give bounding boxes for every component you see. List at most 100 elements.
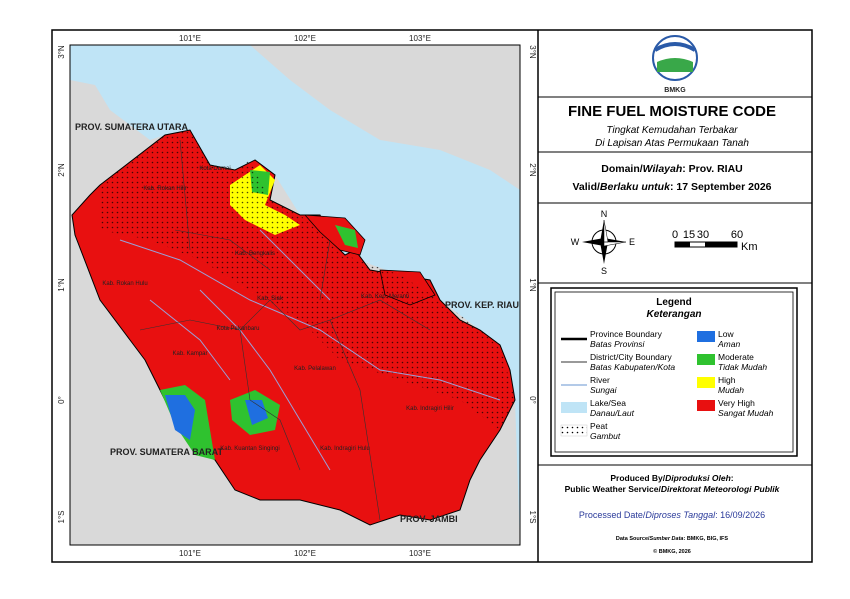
compass-label: W	[571, 237, 580, 247]
valid: Valid/Berlaku untuk: 17 September 2026	[572, 181, 771, 193]
regency-label: Kab. Bengkalis	[235, 251, 275, 257]
compass-label: S	[601, 266, 607, 276]
lon-label: 103°E	[409, 34, 431, 43]
legend-label: River	[590, 375, 610, 385]
legend-label: Province Boundary	[590, 329, 663, 339]
scale-label: 15	[683, 229, 695, 241]
text: Public Weather Service/	[565, 484, 662, 494]
region-label: PROV. JAMBI	[400, 514, 458, 524]
moderate-area	[250, 170, 358, 248]
region-label: PROV. SUMATERA UTARA	[75, 122, 189, 132]
produced: Produced By/Diproduksi Oleh:	[610, 473, 733, 483]
legend-label: Batas Kabupaten/Kota	[590, 362, 675, 372]
lat-labels: 3°N 2°N 1°N 0° 1°S 3°N 2°N 1°N 0° 1°S	[57, 45, 537, 523]
panel: BMKG FINE FUEL MOISTURE CODE Tingkat Kem…	[538, 35, 812, 555]
lat-label: 1°S	[57, 511, 66, 524]
legend-label: Gambut	[590, 431, 621, 441]
regency-label: Kab. Kep. Meranti	[361, 294, 409, 300]
text: : Prov. RIAU	[682, 163, 742, 175]
regency-labels: Kab. Rokan Hilir Kota Dumai Kab. Bengkal…	[102, 166, 454, 452]
legend-subtitle: Keterangan	[646, 309, 701, 320]
source: Data Source/Sumber Data: BMKG, BIG, IFS	[616, 536, 729, 542]
text: Sumber Data	[650, 536, 684, 542]
lat-label: 1°N	[57, 278, 66, 292]
region-label-text: PROV. SUMATERA UTARA	[75, 122, 189, 132]
text: Diproses Tanggal	[645, 510, 716, 520]
text: :	[731, 473, 734, 483]
regency-label: Kab. Indragiri Hilir	[406, 406, 454, 412]
regency-label: Kota Pekanbaru	[216, 326, 259, 332]
copyright: © BMKG, 2026	[653, 548, 691, 555]
text: : 16/09/2026	[715, 510, 765, 520]
scale-label: 30	[697, 229, 709, 241]
text: Domain/	[601, 163, 643, 175]
legend-frame	[554, 291, 794, 453]
logo-text: BMKG	[664, 87, 686, 94]
legend-label: Mudah	[718, 385, 744, 395]
lon-label: 101°E	[179, 549, 201, 558]
legend-label: Lake/Sea	[590, 398, 626, 408]
panel-title: FINE FUEL MOISTURE CODE	[568, 103, 776, 120]
region-label: PROV. SUMATERA BARAT	[110, 447, 224, 457]
region-label: PROV. KEP. RIAU	[445, 300, 519, 310]
lat-label: 2°N	[57, 163, 66, 177]
lon-label: 102°E	[294, 549, 316, 558]
legend-label: Sungai	[590, 385, 618, 395]
map-frame	[69, 44, 521, 546]
text: Valid/	[572, 181, 600, 193]
low-area	[165, 395, 268, 440]
text: Data Source/	[616, 536, 650, 542]
regency-label: Kab. Indragiri Hulu	[320, 446, 370, 452]
legend-label: Peat	[590, 421, 608, 431]
legend-label: Very High	[718, 398, 755, 408]
map: Kab. Rokan Hilir Kota Dumai Kab. Bengkal…	[70, 45, 520, 545]
text: : BMKG, BIG, IFS	[683, 536, 728, 542]
lat-label: 1°S	[528, 511, 537, 524]
land-malaysia	[250, 45, 520, 190]
regency-label: Kab. Siak	[257, 296, 284, 302]
legend-label: Low	[718, 329, 734, 339]
scale-bar: 0 15 30 60 Km	[672, 229, 758, 253]
lon-label: 103°E	[409, 549, 431, 558]
lat-label: 0°	[57, 396, 66, 404]
legend-symbol	[560, 424, 588, 437]
processed: Processed Date/Diproses Tanggal: 16/09/2…	[579, 510, 765, 520]
legend-swatch	[697, 354, 715, 365]
legend-label: Batas Provinsi	[590, 339, 645, 349]
regency-label: Kab. Kuantan Singingi	[220, 446, 279, 452]
subtitle: Di Lapisan Atas Permukaan Tanah	[595, 138, 749, 149]
regency-label: Kab. Kampar	[172, 351, 207, 357]
text: Produced By/	[610, 473, 665, 483]
lat-label: 2°N	[528, 163, 537, 177]
district-boundaries	[139, 139, 431, 521]
text: Processed Date/	[579, 510, 646, 520]
scale-label: 0	[672, 229, 678, 241]
legend-frame	[550, 287, 798, 457]
regency-label: Kab. Rokan Hulu	[102, 281, 147, 287]
text: Diproduksi Oleh	[665, 473, 731, 483]
peat-area	[100, 130, 515, 430]
lat-label: 3°N	[528, 45, 537, 59]
legend-label: Moderate	[718, 352, 754, 362]
regency-label: Kota Dumai	[199, 166, 230, 172]
logo: BMKG	[652, 35, 698, 94]
legend-swatch	[697, 377, 715, 388]
domain: Domain/Wilayah: Prov. RIAU	[601, 163, 743, 175]
lon-label: 101°E	[179, 34, 201, 43]
text: Berlaku untuk	[600, 181, 671, 193]
text: Direktorat Meteorologi Publik	[661, 484, 781, 494]
legend-label: High	[718, 375, 736, 385]
produced-org: Public Weather Service/Direktorat Meteor…	[565, 484, 781, 494]
legend-label: Aman	[717, 339, 740, 349]
scale-unit: Km	[741, 241, 758, 253]
regency-label: Kab. Pelalawan	[294, 366, 336, 372]
lon-labels: 101°E 102°E 103°E 101°E 102°E 103°E	[179, 34, 431, 558]
legend-title: Legend	[656, 297, 692, 308]
lon-label: 102°E	[294, 34, 316, 43]
text: : 17 September 2026	[670, 181, 772, 193]
regency-label: Kab. Rokan Hilir	[143, 186, 186, 192]
lat-label: 0°	[528, 396, 537, 404]
